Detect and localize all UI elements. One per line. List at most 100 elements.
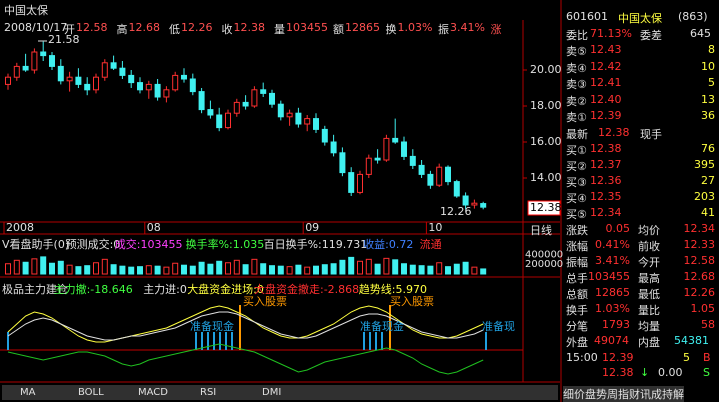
volume-bar bbox=[277, 265, 284, 275]
value: 1793 bbox=[602, 318, 630, 331]
volume-bar bbox=[330, 263, 337, 275]
candle-body bbox=[436, 166, 443, 186]
stat-label: 量 bbox=[274, 23, 285, 36]
value: 58 bbox=[701, 318, 715, 331]
value: 12.58 bbox=[683, 254, 716, 267]
stat-value: 12865 bbox=[345, 21, 380, 34]
stat-value: 12.26 bbox=[181, 21, 213, 34]
candle-body bbox=[154, 83, 161, 98]
candle-body bbox=[304, 118, 311, 125]
candle-body bbox=[330, 141, 337, 154]
volume-header: 收益:0.72 bbox=[363, 238, 414, 251]
buy-label: 买入股票 bbox=[243, 295, 287, 308]
volume-bar bbox=[75, 266, 82, 275]
label: 卖① bbox=[566, 111, 587, 124]
stat-label: 收 bbox=[221, 23, 233, 36]
cash-label: 准备现金 bbox=[360, 319, 404, 333]
value: 54381 bbox=[674, 334, 709, 347]
candle-body bbox=[181, 74, 187, 80]
volume-bar bbox=[128, 266, 135, 275]
stat-label: 高 bbox=[116, 23, 128, 36]
label: 总手 bbox=[566, 272, 588, 285]
volume-bar bbox=[357, 260, 363, 275]
price: 12.42 bbox=[590, 59, 622, 73]
date: 2008/10/17 bbox=[4, 21, 68, 34]
volume-bar bbox=[348, 256, 355, 275]
candle-body bbox=[172, 74, 179, 91]
volume-bar bbox=[84, 265, 91, 275]
volume-bar bbox=[260, 263, 267, 275]
volume-bar bbox=[225, 262, 231, 275]
candle-body bbox=[137, 82, 143, 91]
value: 12.68 bbox=[683, 270, 716, 283]
period: 日线 bbox=[530, 224, 552, 237]
value: 71.13% bbox=[590, 27, 632, 40]
volume-bar bbox=[137, 266, 143, 275]
candle-body bbox=[207, 109, 214, 116]
value: 12.34 bbox=[683, 222, 716, 235]
candle-body bbox=[31, 51, 38, 71]
candle-body bbox=[392, 137, 399, 143]
candle-body bbox=[480, 203, 487, 208]
volume-bar bbox=[339, 259, 346, 275]
label: 卖③ bbox=[566, 78, 587, 91]
label: 买② bbox=[566, 160, 587, 173]
tab: BOLL bbox=[78, 387, 104, 398]
label: 今开 bbox=[638, 256, 660, 269]
volume-bar bbox=[172, 262, 179, 275]
volume-bar bbox=[409, 264, 416, 275]
volume-bar bbox=[480, 268, 487, 275]
volume-bar bbox=[5, 263, 11, 275]
indicator-line bbox=[7, 343, 484, 375]
volume-bar bbox=[13, 259, 20, 275]
volume-bar bbox=[427, 265, 434, 275]
candle-body bbox=[49, 55, 55, 67]
volume-bar bbox=[286, 266, 293, 275]
stat-value: 103455 bbox=[286, 21, 328, 34]
tick: 12.39 bbox=[602, 351, 634, 364]
x-tick-label: 2008 bbox=[6, 221, 34, 234]
volume-bar bbox=[418, 265, 425, 275]
tick: 15:00 bbox=[566, 351, 598, 364]
price: 12.43 bbox=[590, 43, 622, 56]
cash-label: 准备现 bbox=[482, 319, 515, 333]
volume-bar bbox=[471, 266, 478, 275]
value: 645 bbox=[690, 27, 711, 40]
volume: 8 bbox=[708, 43, 715, 56]
low-label: 12.26 bbox=[440, 205, 472, 218]
volume-bar bbox=[181, 264, 187, 275]
volume: 13 bbox=[701, 92, 715, 106]
candle-body bbox=[128, 74, 135, 84]
x-tick-label: 09 bbox=[305, 221, 319, 234]
volume-bar bbox=[462, 261, 469, 275]
stat-label: 换 bbox=[385, 23, 397, 36]
volume-bar bbox=[119, 265, 126, 275]
label: 买⑤ bbox=[566, 208, 587, 221]
stat-label: 振 bbox=[438, 23, 449, 36]
candle-body bbox=[22, 65, 29, 71]
candle-body bbox=[40, 51, 47, 57]
value: 49074 bbox=[594, 334, 629, 347]
label: 现手 bbox=[640, 128, 662, 141]
label: 总额 bbox=[566, 288, 588, 301]
candle-body bbox=[409, 155, 416, 166]
value: 3.41% bbox=[595, 254, 630, 267]
volume-bar bbox=[110, 264, 117, 275]
volume-bar bbox=[154, 265, 161, 275]
candle-body bbox=[145, 83, 152, 91]
volume-tick-label: 400000 bbox=[525, 249, 563, 260]
candle-body bbox=[383, 137, 390, 161]
volume-bar bbox=[66, 264, 73, 275]
label: 均量 bbox=[638, 320, 660, 333]
label: 卖④ bbox=[566, 61, 587, 75]
volume-bar bbox=[22, 261, 29, 275]
tab: RSI bbox=[200, 387, 217, 398]
label: 涨幅 bbox=[566, 240, 588, 253]
label: 换手 bbox=[566, 304, 588, 317]
volume-bar bbox=[251, 258, 258, 275]
stat-label: 开 bbox=[64, 23, 75, 36]
indicator-header: 主力撤:-18.646 bbox=[53, 283, 133, 296]
indicator-header: 极品主力建仓 bbox=[2, 283, 68, 296]
